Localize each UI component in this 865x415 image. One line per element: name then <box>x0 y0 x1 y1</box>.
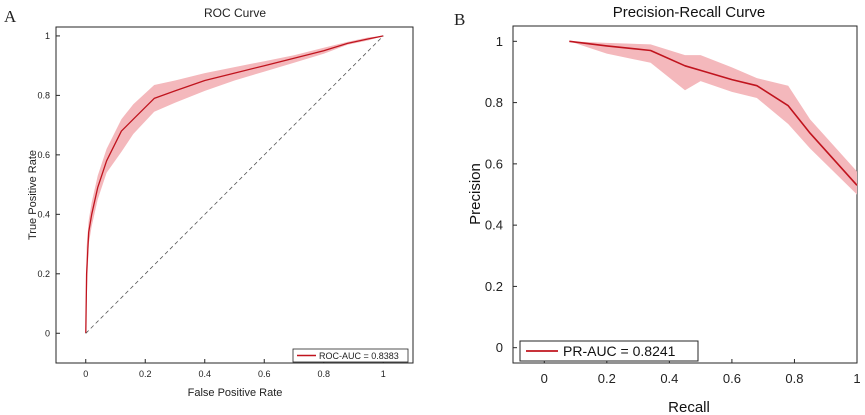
roc-x-tick-label: 0.8 <box>317 369 330 379</box>
roc-legend-label: ROC-AUC = 0.8383 <box>319 351 399 361</box>
pr-x-tick-label: 1 <box>853 371 860 386</box>
panel-label-b: B <box>454 10 465 29</box>
roc-title: ROC Curve <box>204 6 266 20</box>
roc-x-tick-label: 0.4 <box>198 369 211 379</box>
roc-x-tick-label: 0.2 <box>139 369 152 379</box>
roc-x-tick-label: 0.6 <box>258 369 271 379</box>
roc-chance-line <box>85 35 384 334</box>
roc-legend: ROC-AUC = 0.8383 <box>292 348 409 363</box>
pr-x-tick-label: 0.4 <box>660 371 678 386</box>
pr-legend-box <box>519 340 699 362</box>
pr-panel: B Precision-Recall Curve 00.20.40.60.81 … <box>454 4 861 415</box>
pr-legend: PR-AUC = 0.8241 <box>519 340 699 362</box>
pr-x-tick-label: 0 <box>541 371 548 386</box>
roc-panel: A ROC Curve 0 0.2 0.4 0.6 0.8 1 0 0.2 0.4 0.6 0.8… <box>4 6 414 399</box>
roc-y-tick-label: 1 <box>45 31 50 41</box>
roc-y-tick-label: 0 <box>45 328 50 338</box>
roc-x-tick-label: 1 <box>381 369 386 379</box>
pr-title: Precision-Recall Curve <box>613 4 766 21</box>
roc-y-tick-label: 0.2 <box>37 269 50 279</box>
roc-plot-area <box>55 26 414 364</box>
pr-y-tick-label: 0 <box>496 340 503 355</box>
pr-series-line <box>569 40 858 186</box>
pr-x-tick-label: 0.2 <box>598 371 616 386</box>
pr-y-tick-label: 0.4 <box>485 218 503 233</box>
roc-x-tick-label: 0 <box>83 369 88 379</box>
pr-x-tick-label: 0.8 <box>785 371 803 386</box>
roc-y-axis-label: True Positive Rate <box>27 150 39 240</box>
roc-x-axis-label: False Positive Rate <box>188 387 283 399</box>
pr-y-tick-label: 0.6 <box>485 156 503 171</box>
panel-label-a: A <box>4 7 17 26</box>
roc-y-tick-label: 0.8 <box>37 91 50 101</box>
roc-legend-box <box>292 348 409 363</box>
pr-confidence-band <box>569 41 857 195</box>
pr-y-tick-label: 1 <box>496 34 503 49</box>
roc-y-tick-label: 0.6 <box>37 150 50 160</box>
pr-y-tick-label: 0.2 <box>485 279 503 294</box>
pr-legend-label: PR-AUC = 0.8241 <box>563 343 676 359</box>
roc-y-tick-label: 0.4 <box>37 209 50 219</box>
pr-y-axis-label: Precision <box>467 163 484 225</box>
roc-series-line <box>85 35 384 334</box>
pr-x-axis-label: Recall <box>668 399 710 415</box>
pr-y-tick-label: 0.8 <box>485 95 503 110</box>
pr-x-tick-label: 0.6 <box>723 371 741 386</box>
